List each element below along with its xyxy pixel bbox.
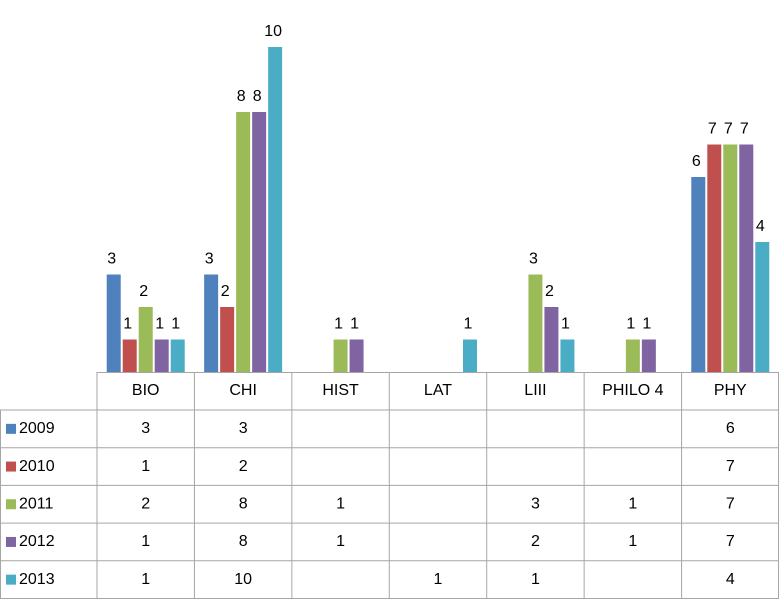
bar xyxy=(641,339,656,372)
data-label: 1 xyxy=(464,316,473,333)
x-tick-label: CHI xyxy=(229,382,257,399)
bar xyxy=(138,307,153,372)
data-label: 1 xyxy=(155,316,164,333)
table-cell: 8 xyxy=(239,495,248,512)
table-cell: 1 xyxy=(141,458,150,475)
x-tick-label: BIO xyxy=(132,382,160,399)
legend-label: 2013 xyxy=(19,571,55,588)
bar xyxy=(707,144,722,372)
legend-label: 2012 xyxy=(19,533,55,550)
bar xyxy=(106,274,121,372)
table-cell: 2 xyxy=(141,495,150,512)
x-tick-label: PHY xyxy=(714,382,747,399)
x-tick-label: LIII xyxy=(524,382,546,399)
bar xyxy=(236,112,251,372)
bar xyxy=(268,47,283,372)
x-tick-label: HIST xyxy=(322,382,359,399)
bar xyxy=(755,242,770,372)
legend-key xyxy=(6,536,16,547)
data-label: 8 xyxy=(237,88,246,105)
data-label: 3 xyxy=(107,251,116,268)
data-label: 1 xyxy=(334,316,343,333)
data-label: 2 xyxy=(139,283,148,300)
table-cell: 3 xyxy=(531,495,540,512)
bar xyxy=(544,307,559,372)
bar xyxy=(220,307,235,372)
bar xyxy=(463,339,477,372)
legend-label: 2009 xyxy=(19,420,55,437)
table-cell: 1 xyxy=(628,495,637,512)
table-cell: 1 xyxy=(628,533,637,550)
table-cell: 2 xyxy=(531,533,540,550)
data-label: 1 xyxy=(123,316,132,333)
table-cell: 6 xyxy=(726,420,735,437)
data-label: 1 xyxy=(350,316,359,333)
legend-key xyxy=(6,574,16,585)
bar xyxy=(739,144,754,372)
bar xyxy=(252,112,267,372)
bar xyxy=(333,339,348,372)
data-label: 1 xyxy=(171,316,180,333)
table-cell: 7 xyxy=(726,533,735,550)
bar xyxy=(528,274,543,372)
table-cell: 3 xyxy=(239,420,248,437)
data-label: 1 xyxy=(561,316,570,333)
data-label: 2 xyxy=(545,283,554,300)
data-label: 1 xyxy=(642,316,651,333)
table-cell: 3 xyxy=(141,420,150,437)
table-cell: 7 xyxy=(726,495,735,512)
data-label: 3 xyxy=(205,251,214,268)
bar xyxy=(154,339,169,372)
table-cell: 1 xyxy=(434,571,443,588)
legend-label: 2010 xyxy=(19,458,55,475)
data-label: 1 xyxy=(626,316,635,333)
bar xyxy=(723,144,738,372)
table-cell: 1 xyxy=(336,495,345,512)
bar xyxy=(349,339,364,372)
bar xyxy=(560,339,575,372)
data-label: 6 xyxy=(692,153,701,170)
table-cell: 1 xyxy=(141,533,150,550)
table-cell: 1 xyxy=(141,571,150,588)
data-label: 3 xyxy=(529,251,538,268)
x-tick-label: PHILO 4 xyxy=(602,382,663,399)
legend-key xyxy=(6,499,16,510)
table-cell: 4 xyxy=(726,571,735,588)
legend-key xyxy=(6,423,16,434)
data-label: 2 xyxy=(221,283,230,300)
data-label: 7 xyxy=(724,121,733,138)
data-label: 8 xyxy=(253,88,262,105)
table-cell: 1 xyxy=(531,571,540,588)
table-cell: 8 xyxy=(239,533,248,550)
legend-label: 2011 xyxy=(19,495,54,512)
x-tick-label: LAT xyxy=(424,382,452,399)
data-label: 4 xyxy=(756,218,765,235)
table-cell: 1 xyxy=(336,533,345,550)
table-cell: 2 xyxy=(239,458,248,475)
bar xyxy=(170,339,185,372)
data-label: 7 xyxy=(708,121,717,138)
table-cell: 10 xyxy=(234,571,252,588)
data-label: 7 xyxy=(740,121,749,138)
bar xyxy=(625,339,640,372)
bar xyxy=(204,274,219,372)
bar xyxy=(122,339,137,372)
bar xyxy=(691,177,706,372)
data-label: 10 xyxy=(264,23,282,40)
table-cell: 7 xyxy=(726,458,735,475)
legend-key xyxy=(6,461,16,472)
